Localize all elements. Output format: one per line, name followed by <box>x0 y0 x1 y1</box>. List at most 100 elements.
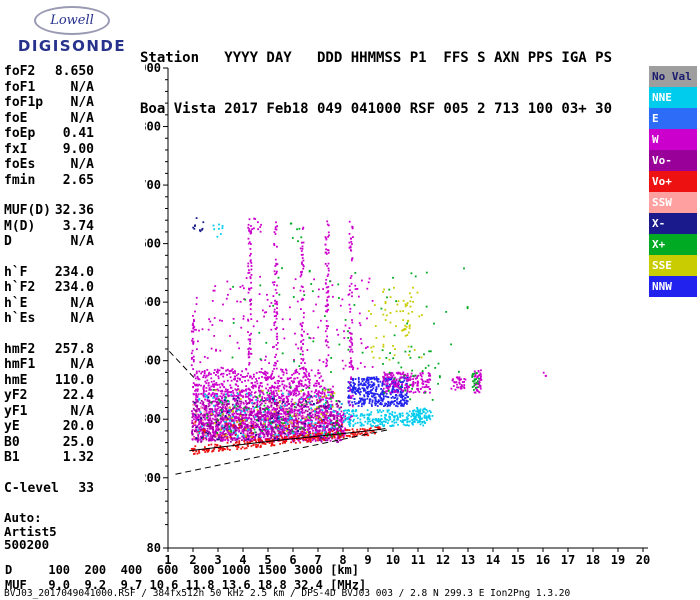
param-label: hmF1 <box>4 357 36 373</box>
svg-text:15: 15 <box>511 553 525 567</box>
param-label: h`F <box>4 264 28 280</box>
lowell-oval-logo: Lowell <box>34 6 110 35</box>
header-values-line: Boa Vista 2017 Feb18 049 041000 RSF 005 … <box>140 101 613 117</box>
svg-text:20: 20 <box>636 553 650 567</box>
param-value: 234.0 <box>54 264 94 280</box>
param-group: C-level 33 <box>4 481 94 497</box>
param-label: yF1 <box>4 403 28 419</box>
param-row: foEp 0.41 <box>4 126 94 142</box>
legend-item-nne: NNE <box>649 87 697 108</box>
footer-status-line: BVJ03_2017049041000.RSF / 384fx512h 50 k… <box>4 588 571 599</box>
legend-item-sse: SSE <box>649 255 697 276</box>
param-group: h`F 234.0 h`F2 234.0 h`E N/A h`Es N/A <box>4 265 94 327</box>
digisonde-logo: Lowell DIGISONDE <box>6 6 138 55</box>
param-row: foE N/A <box>4 111 94 127</box>
param-label: fxI <box>4 141 28 157</box>
param-label: C-level <box>4 480 59 496</box>
param-row: 500200 <box>4 537 94 553</box>
param-value: 20.0 <box>62 419 94 435</box>
header-columns-line: Station YYYY DAY DDD HHMMSS P1 FFS S AXN… <box>140 50 613 66</box>
param-label: Auto: <box>4 510 42 526</box>
svg-text:16: 16 <box>536 553 550 567</box>
param-value: N/A <box>70 403 94 419</box>
param-value: 25.0 <box>62 434 94 450</box>
param-label: h`F2 <box>4 280 36 296</box>
param-row: foEs N/A <box>4 157 94 173</box>
param-row: h`F 234.0 <box>4 265 94 281</box>
param-row: hmE 110.0 <box>4 373 94 389</box>
param-value: 33 <box>78 480 94 496</box>
param-group: hmF2 257.8 hmF1 N/A hmE 110.0 yF2 22.4 yF1 N/A yE 2… <box>4 342 94 466</box>
svg-text:700: 700 <box>145 178 161 192</box>
param-value: 9.00 <box>62 141 94 157</box>
svg-text:4: 4 <box>239 553 246 567</box>
legend-item-x+: X+ <box>649 234 697 255</box>
param-value: N/A <box>70 157 94 173</box>
param-value: N/A <box>70 110 94 126</box>
param-value: N/A <box>70 295 94 311</box>
param-label: yF2 <box>4 388 28 404</box>
legend-item-ssw: SSW <box>649 192 697 213</box>
param-label: Artist5 <box>4 523 57 539</box>
doppler-direction-legend: No Val NNE E W Vo- Vo+ SSW X- X+ SSE NNW <box>649 66 697 297</box>
param-row: D N/A <box>4 234 94 250</box>
param-label: foEp <box>4 126 36 142</box>
param-value: 0.41 <box>62 126 94 142</box>
svg-text:600: 600 <box>145 237 161 251</box>
param-label: hmE <box>4 372 28 388</box>
param-row: yE 20.0 <box>4 419 94 435</box>
param-label: MUF(D) <box>4 203 51 219</box>
svg-text:5: 5 <box>264 553 271 567</box>
param-row: Auto: <box>4 510 94 526</box>
param-row: foF1 N/A <box>4 80 94 96</box>
param-row: foF1p N/A <box>4 95 94 111</box>
param-label: h`E <box>4 295 28 311</box>
legend-item-nnw: NNW <box>649 276 697 297</box>
param-row: yF2 22.4 <box>4 388 94 404</box>
param-label: h`Es <box>4 311 36 327</box>
svg-text:13: 13 <box>461 553 475 567</box>
svg-text:18: 18 <box>586 553 600 567</box>
param-label: foF2 <box>4 64 36 80</box>
param-row: Artist5 <box>4 523 94 539</box>
param-label: foF1p <box>4 95 44 111</box>
svg-text:300: 300 <box>145 412 161 426</box>
svg-text:800: 800 <box>145 120 161 134</box>
svg-text:2: 2 <box>189 553 196 567</box>
svg-text:500: 500 <box>145 295 161 309</box>
param-row: B0 25.0 <box>4 435 94 451</box>
svg-text:11: 11 <box>411 553 425 567</box>
param-value: 8.650 <box>54 64 94 80</box>
param-label: foF1 <box>4 79 36 95</box>
param-row: M(D) 3.74 <box>4 219 94 235</box>
svg-text:9: 9 <box>364 553 371 567</box>
legend-item-no-val: No Val <box>649 66 697 87</box>
param-row: h`F2 234.0 <box>4 280 94 296</box>
logo-lowell-text: Lowell <box>50 13 94 28</box>
svg-text:10: 10 <box>386 553 400 567</box>
param-group: MUF(D) 32.36 M(D) 3.74 D N/A <box>4 203 94 250</box>
param-label: D <box>4 234 12 250</box>
legend-item-e: E <box>649 108 697 129</box>
param-value: 1.32 <box>62 450 94 466</box>
legend-item-x-: X- <box>649 213 697 234</box>
param-value: N/A <box>70 95 94 111</box>
legend-item-w: W <box>649 129 697 150</box>
param-row: hmF1 N/A <box>4 357 94 373</box>
param-label: hmF2 <box>4 341 36 357</box>
param-row: fxI 9.00 <box>4 142 94 158</box>
svg-text:6: 6 <box>289 553 296 567</box>
param-group: Auto: Artist5 500200 <box>4 510 94 553</box>
svg-text:19: 19 <box>611 553 625 567</box>
logo-digisonde-text: DIGISONDE <box>17 37 127 55</box>
param-row: C-level 33 <box>4 481 94 497</box>
param-value: N/A <box>70 234 94 250</box>
param-label: foEs <box>4 157 36 173</box>
param-value: 22.4 <box>62 388 94 404</box>
param-group: foF2 8.650 foF1 N/A foF1p N/A foE N/A foEp 0.41 fx… <box>4 64 94 188</box>
param-value: N/A <box>70 79 94 95</box>
param-value: 3.74 <box>62 218 94 234</box>
ionogram-plot: 9008007006005004003002008012345678910111… <box>145 61 650 567</box>
svg-text:200: 200 <box>145 471 161 485</box>
param-label: 500200 <box>4 537 50 553</box>
